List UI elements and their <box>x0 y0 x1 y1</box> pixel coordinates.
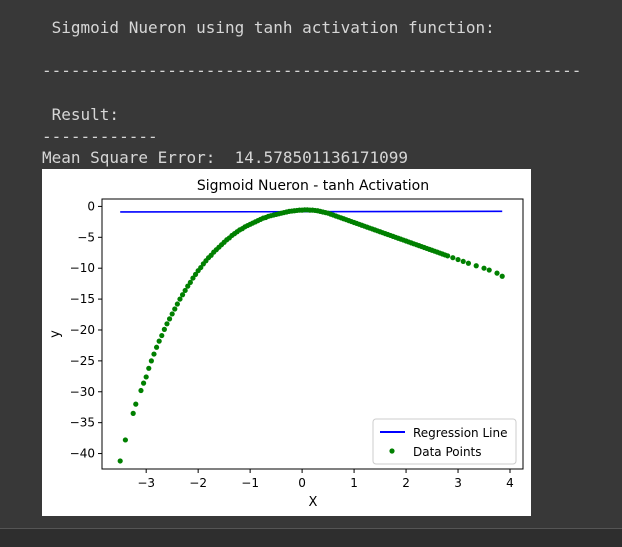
data-point <box>138 387 144 394</box>
x-tick-label: −2 <box>189 476 207 490</box>
data-point <box>169 311 175 317</box>
y-tick-label: −20 <box>70 323 95 337</box>
output-heading: Sigmoid Nueron using tanh activation fun… <box>42 18 495 37</box>
data-point <box>146 365 152 371</box>
data-point <box>481 265 487 271</box>
data-point <box>455 256 461 263</box>
data-point <box>122 437 128 443</box>
pane-bottom-border <box>0 528 622 547</box>
y-tick-label: 0 <box>87 199 95 213</box>
y-tick-label: −25 <box>70 354 95 368</box>
output-result-label: Result: <box>42 105 120 124</box>
x-tick-label: 1 <box>350 476 358 490</box>
x-axis-label: X <box>309 495 318 510</box>
output-mse-line: Mean Square Error: 14.578501136171099 <box>42 148 409 167</box>
x-tick-label: 4 <box>506 476 514 490</box>
data-point <box>177 296 183 302</box>
cell-output-pane: Sigmoid Nueron using tanh activation fun… <box>42 18 582 516</box>
x-tick-label: 0 <box>298 476 306 490</box>
data-point <box>130 410 136 416</box>
y-tick-label: −30 <box>70 385 95 399</box>
data-point <box>445 253 451 259</box>
y-tick-label: −5 <box>77 230 95 244</box>
output-separator-long: ----------------------------------------… <box>42 61 582 80</box>
y-tick-label: −10 <box>70 261 95 275</box>
data-point <box>159 332 165 339</box>
chart-legend: Regression Line Data Points <box>372 418 517 465</box>
x-tick-label: 3 <box>454 476 462 490</box>
x-tick-label: −3 <box>137 476 155 490</box>
data-point <box>156 338 162 344</box>
legend-box <box>372 418 517 465</box>
chart-svg: Sigmoid Nueron - tanh Activation −3 −2 −1 0… <box>48 178 524 510</box>
data-point <box>153 344 160 350</box>
y-axis-label: y <box>48 330 63 338</box>
x-tick-label: −1 <box>241 476 259 490</box>
data-point <box>172 306 178 312</box>
plot-figure: Sigmoid Nueron - tanh Activation −3 −2 −1 0… <box>42 169 531 516</box>
data-point <box>486 267 492 273</box>
data-point <box>465 260 472 266</box>
data-point <box>473 263 479 269</box>
data-point <box>187 279 193 286</box>
y-tick-label: −15 <box>70 292 95 306</box>
data-point <box>185 283 191 289</box>
y-tick-label: −40 <box>70 447 95 461</box>
legend-label-regression-line: Regression Line <box>413 426 507 440</box>
data-point <box>143 374 149 380</box>
plot-content <box>117 207 505 464</box>
data-point <box>499 273 505 279</box>
output-separator-short: ------------ <box>42 127 158 146</box>
data-point <box>161 326 167 332</box>
x-tick-label: 2 <box>402 476 410 490</box>
y-axis-ticks: 0 −5 −10 −15 −20 −25 −30 −35 −40 <box>70 199 102 461</box>
data-point <box>198 264 204 271</box>
data-point <box>179 292 186 298</box>
data-point <box>164 321 170 327</box>
data-point <box>182 287 188 294</box>
data-point <box>460 258 466 265</box>
data-point <box>450 255 456 261</box>
legend-swatch-data-points <box>389 448 395 454</box>
data-point <box>190 275 196 281</box>
x-axis-ticks: −3 −2 −1 0 1 2 3 4 <box>137 469 514 490</box>
data-point <box>148 358 154 364</box>
data-point <box>133 401 139 407</box>
chart-title: Sigmoid Nueron - tanh Activation <box>197 178 429 194</box>
data-point <box>117 458 123 464</box>
legend-label-data-points: Data Points <box>413 445 482 459</box>
data-point <box>494 270 500 276</box>
data-point <box>151 351 157 357</box>
data-point <box>166 316 173 322</box>
plot-frame <box>101 198 524 470</box>
y-tick-label: −35 <box>70 416 95 430</box>
data-point <box>192 271 199 277</box>
data-point <box>174 301 180 307</box>
data-point <box>140 380 147 386</box>
